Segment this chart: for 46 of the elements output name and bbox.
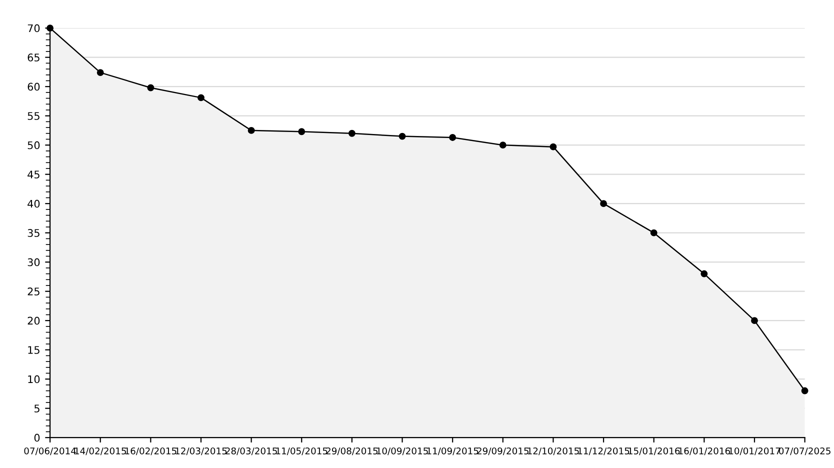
x-tick-label: 12/10/2015 — [528, 447, 579, 456]
x-tick-label: 11/09/2015 — [427, 447, 478, 456]
y-tick-label: 20 — [28, 316, 40, 325]
y-tick-label: 60 — [28, 82, 40, 91]
point — [499, 142, 506, 149]
y-tick-label: 15 — [28, 346, 40, 354]
x-tick-label: 15/01/2016 — [628, 447, 680, 456]
x-tick-label: 12/03/2015 — [176, 447, 227, 456]
x-tick-label: 07/07/2025 — [778, 447, 830, 456]
point — [801, 387, 808, 394]
y-tick-label: 65 — [28, 54, 40, 62]
x-tick-label: 07/06/2014 — [24, 447, 76, 456]
point — [398, 132, 406, 140]
y-tick-label: 70 — [28, 24, 40, 32]
y-tick-label: 10 — [28, 375, 40, 384]
x-tick-label: 11/12/2015 — [578, 447, 630, 456]
point — [700, 270, 708, 278]
y-tick-label: 30 — [28, 258, 40, 266]
x-tick-label: 16/01/2016 — [678, 447, 730, 456]
y-tick-label: 35 — [28, 229, 40, 237]
point — [198, 94, 204, 102]
point — [751, 317, 758, 324]
point — [550, 143, 557, 150]
point — [248, 126, 255, 134]
x-tick-label: 16/02/2015 — [125, 447, 176, 456]
point — [348, 130, 356, 137]
x-tick-label: 29/09/2015 — [477, 447, 529, 456]
point — [147, 84, 154, 92]
x-tick-label: 11/05/2015 — [276, 447, 328, 456]
x-tick-label: 28/03/2015 — [226, 447, 277, 456]
point — [449, 134, 456, 141]
y-tick-label: 40 — [28, 200, 40, 208]
y-tick-label: 25 — [28, 288, 40, 296]
point — [600, 200, 608, 208]
y-tick-label: 45 — [28, 170, 40, 178]
y-tick-label: 0 — [34, 434, 40, 442]
x-tick-label: 10/09/2015 — [376, 447, 428, 456]
point — [96, 69, 104, 76]
y-tick-label: 50 — [28, 141, 40, 150]
point — [650, 229, 658, 236]
x-tick-label: 14/02/2015 — [74, 447, 126, 456]
y-tick-label: 5 — [34, 404, 40, 412]
y-tick-label: 55 — [28, 112, 40, 120]
point — [298, 128, 306, 136]
x-tick-label: 10/01/2017 — [729, 447, 780, 456]
x-tick-label: 29/08/2015 — [326, 447, 378, 456]
